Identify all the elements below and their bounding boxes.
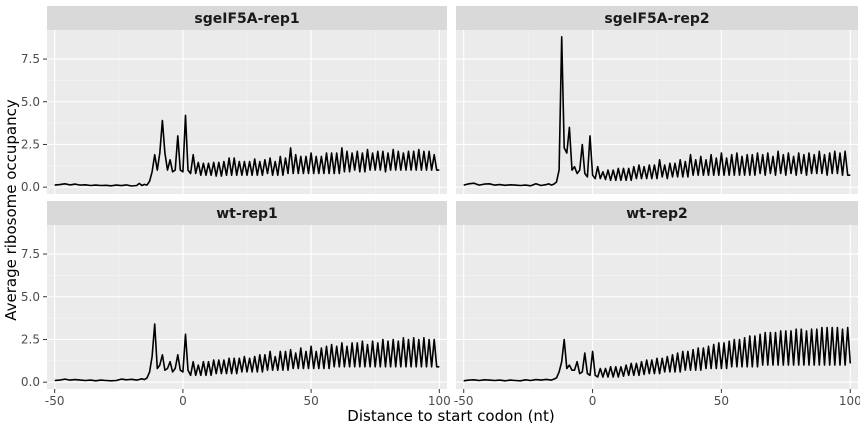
y-tick-label: 0.0: [21, 375, 40, 389]
facet-label: sgeIF5A-rep1: [194, 11, 299, 27]
y-tick-label: 0.0: [21, 180, 40, 194]
facet-strip: [47, 6, 447, 30]
y-tick-label: 5.0: [21, 95, 40, 109]
facet-panels: sgeIF5A-rep1 0.0 2.5 5.0 7.5 sgeIF5A-rep2 wt-r…: [21, 6, 860, 408]
x-tick-label: 0: [179, 394, 187, 408]
x-tick-label: 0: [589, 394, 597, 408]
facet-strip: [456, 6, 858, 30]
facet-wt-rep1: wt-rep1 0.0 2.5 5.0 7.5 -50 0 50 100: [21, 201, 451, 408]
series-line: [463, 326, 852, 382]
facet-strip: [47, 201, 447, 225]
series-line: [54, 323, 440, 382]
x-tick-label: 100: [428, 394, 451, 408]
series-line: [463, 36, 851, 187]
facet-wt-rep2: wt-rep2 -50 0 50 100: [454, 201, 860, 408]
x-tick-label: -50: [454, 394, 474, 408]
y-tick-label: 2.5: [21, 137, 40, 151]
x-tick-label: 100: [839, 394, 860, 408]
facet-sgeIF5A-rep2: sgeIF5A-rep2: [456, 6, 858, 194]
x-tick-label: -50: [45, 394, 65, 408]
facet-strip: [456, 201, 858, 225]
y-tick-label: 5.0: [21, 290, 40, 304]
y-tick-label: 7.5: [21, 247, 40, 261]
y-tick-label: 2.5: [21, 332, 40, 346]
y-axis-title: Average ribosome occupancy: [2, 99, 20, 321]
x-axis-title: Distance to start codon (nt): [347, 407, 554, 423]
facet-sgeIF5A-rep1: sgeIF5A-rep1 0.0 2.5 5.0 7.5: [21, 6, 447, 194]
facet-label: wt-rep1: [216, 206, 278, 222]
facet-label: wt-rep2: [626, 206, 688, 222]
series-line: [54, 114, 440, 187]
facet-label: sgeIF5A-rep2: [604, 11, 709, 27]
x-tick-label: 50: [303, 394, 318, 408]
y-tick-label: 7.5: [21, 52, 40, 66]
x-tick-label: 50: [714, 394, 729, 408]
